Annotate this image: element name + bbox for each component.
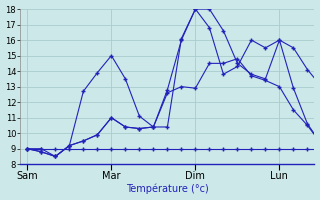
X-axis label: Température (°c): Température (°c): [126, 184, 209, 194]
